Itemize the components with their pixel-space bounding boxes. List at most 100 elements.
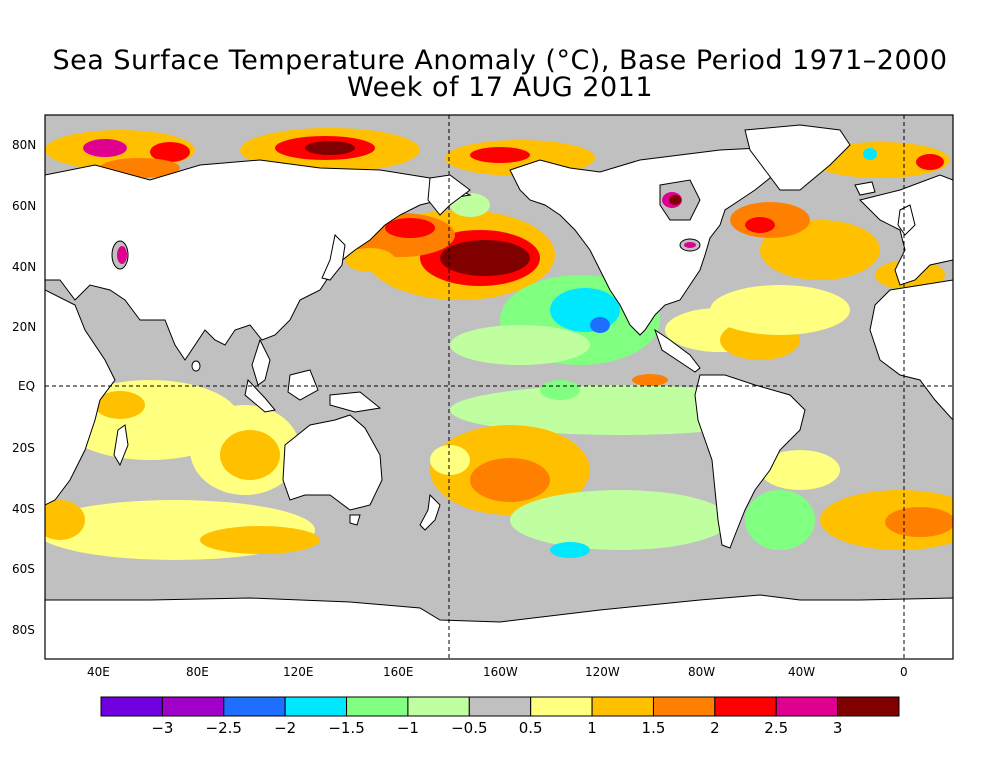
land-borneo	[287, 369, 319, 401]
lat-tick-label: 60N	[12, 199, 36, 213]
anomaly-patch	[745, 217, 775, 233]
colorbar-swatch	[714, 696, 777, 717]
colorbar-tick-label: −2	[274, 719, 296, 737]
lat-tick-label: 20S	[12, 441, 35, 455]
anomaly-patch	[305, 141, 355, 155]
lon-tick-label: 160W	[483, 665, 518, 679]
lat-tick-label: 80S	[12, 623, 35, 637]
colorbar-swatch	[161, 696, 225, 717]
colorbar-swatch	[346, 696, 409, 717]
land-sumatra	[244, 378, 276, 413]
lat-tick-label: 20N	[12, 320, 36, 334]
colorbar-tick-label: 1	[587, 719, 597, 737]
land-madagascar	[113, 424, 129, 467]
land-africa	[45, 289, 116, 506]
anomaly-patch	[590, 317, 610, 333]
land-newguinea	[329, 391, 382, 413]
colorbar-swatch	[775, 696, 839, 717]
land-japan	[321, 233, 346, 281]
anomaly-patch	[470, 147, 530, 163]
lat-tick-label: 80N	[12, 138, 36, 152]
anomaly-patch	[510, 490, 730, 550]
anomaly-patch	[385, 218, 435, 238]
colorbar-tick-label: 3	[833, 719, 843, 737]
anomaly-patch	[885, 507, 953, 537]
land-srilanka	[191, 360, 201, 372]
land-southamerica	[694, 374, 806, 549]
colorbar-tick-label: −1.5	[328, 719, 364, 737]
colorbar-tick-label: −3	[151, 719, 173, 737]
colorbar-tick-label: 0.5	[519, 719, 543, 737]
anomaly-patch	[863, 148, 877, 160]
anomaly-patch	[450, 325, 590, 365]
colorbar-swatch	[837, 696, 900, 717]
colorbar-tick-label: 1.5	[642, 719, 666, 737]
colorbar-swatch	[468, 696, 532, 717]
anomaly-patch	[550, 542, 590, 558]
lat-tick-label: EQ	[18, 379, 35, 393]
anomaly-patch	[45, 500, 85, 540]
lon-tick-label: 40E	[87, 665, 110, 679]
anomaly-patch	[440, 240, 530, 276]
land-greenland	[744, 124, 851, 191]
anomaly-patch	[540, 380, 580, 400]
anomaly-patch	[95, 391, 145, 419]
lon-tick-label: 120E	[283, 665, 314, 679]
lat-axis: 80N 60N 40N 20N EQ 20S 40S 60S 80S	[12, 138, 36, 637]
land-newzealand	[419, 493, 441, 531]
lat-tick-label: 60S	[12, 562, 35, 576]
colorbar-swatch	[652, 696, 716, 717]
lon-tick-label: 120W	[585, 665, 620, 679]
lon-tick-label: 0	[900, 665, 908, 679]
anomaly-patch	[150, 142, 190, 162]
colorbar-swatch	[100, 696, 163, 717]
colorbar: −3 −2.5 −2 −1.5 −1 −0.5 0.5 1 1.5 2 2.5 3	[100, 696, 900, 737]
colorbar-swatch	[530, 696, 593, 717]
lat-tick-label: 40N	[12, 260, 36, 274]
map-area	[45, 115, 953, 659]
colorbar-tick-label: −0.5	[451, 719, 487, 737]
anomaly-patch	[345, 248, 395, 272]
lon-tick-label: 80E	[186, 665, 209, 679]
lon-axis: 40E 80E 120E 160E 160W 120W 80W 40W 0	[87, 665, 908, 679]
lon-tick-label: 40W	[788, 665, 815, 679]
anomaly-patch	[430, 445, 470, 475]
anomaly-patch	[916, 154, 944, 170]
anomaly-patch	[470, 458, 550, 502]
land-malay	[251, 338, 271, 386]
land-masses	[45, 124, 953, 659]
colorbar-tick-label: −1	[397, 719, 419, 737]
anomaly-patch	[810, 142, 950, 178]
anomaly-patch	[760, 450, 840, 490]
map-frame	[44, 114, 954, 660]
land-tasmania	[349, 514, 361, 526]
land-antarctica	[45, 594, 953, 659]
colorbar-tick-label: −2.5	[206, 719, 242, 737]
anomaly-patch	[710, 285, 850, 335]
anomaly-patch	[200, 526, 320, 554]
colorbar-swatch	[591, 696, 654, 717]
land-northamerica	[509, 147, 781, 336]
colorbar-swatch	[284, 696, 348, 717]
land-iceland	[854, 181, 876, 196]
anomaly-patch	[745, 490, 815, 550]
land-uk	[897, 204, 916, 236]
land-australia	[282, 414, 383, 511]
colorbar-tick-label: 2.5	[764, 719, 788, 737]
anomaly-patch	[450, 193, 490, 217]
land-westafrica	[869, 279, 953, 421]
lon-tick-label: 80W	[688, 665, 715, 679]
chart-subtitle: Week of 17 AUG 2011	[346, 72, 654, 103]
land-centralamerica	[654, 328, 701, 373]
chart-title: Sea Surface Temperature Anomaly (°C), Ba…	[52, 45, 948, 76]
lon-tick-label: 160E	[383, 665, 414, 679]
anomaly-patch	[632, 374, 668, 386]
lake-anomalies-max	[669, 195, 681, 205]
anomaly-patch	[220, 430, 280, 480]
land-eurasia	[45, 159, 472, 361]
anomaly-patch	[83, 139, 127, 157]
colorbar-swatch	[223, 696, 286, 717]
colorbar-tick-label: 2	[710, 719, 720, 737]
colorbar-swatch	[407, 696, 470, 717]
